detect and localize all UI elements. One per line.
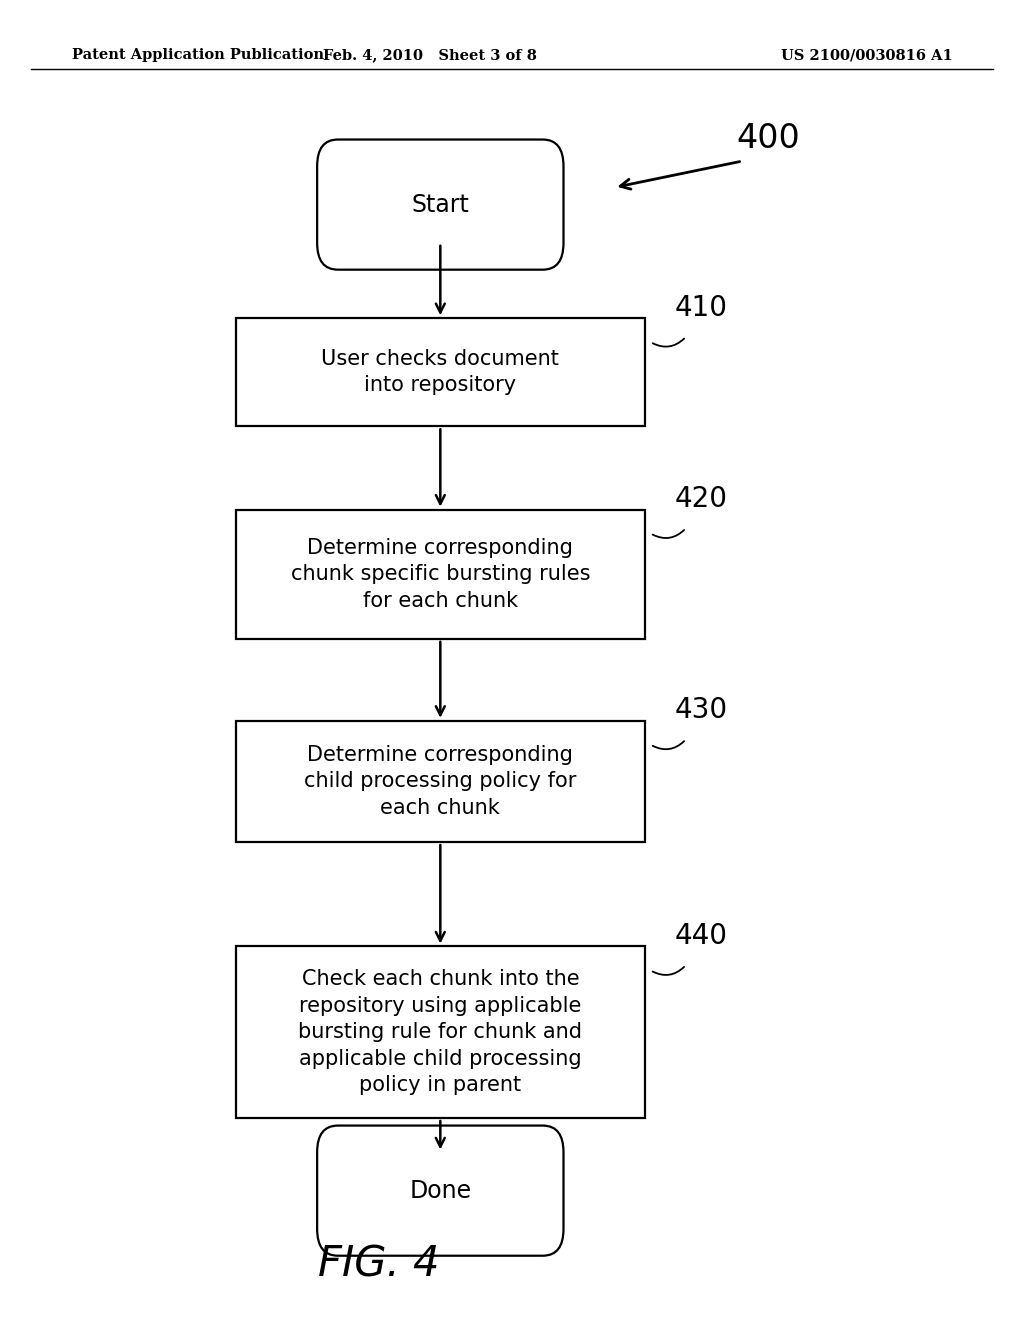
Text: 440: 440 [675, 921, 728, 950]
Text: Done: Done [410, 1179, 471, 1203]
FancyBboxPatch shape [236, 510, 645, 639]
Text: US 2100/0030816 A1: US 2100/0030816 A1 [780, 49, 952, 62]
FancyBboxPatch shape [236, 946, 645, 1118]
Text: Determine corresponding
child processing policy for
each chunk: Determine corresponding child processing… [304, 744, 577, 818]
Text: 400: 400 [736, 121, 800, 154]
Text: User checks document
into repository: User checks document into repository [322, 348, 559, 396]
Text: Feb. 4, 2010   Sheet 3 of 8: Feb. 4, 2010 Sheet 3 of 8 [324, 49, 537, 62]
Text: Patent Application Publication: Patent Application Publication [72, 49, 324, 62]
Text: 410: 410 [675, 293, 728, 322]
Text: Check each chunk into the
repository using applicable
bursting rule for chunk an: Check each chunk into the repository usi… [298, 969, 583, 1096]
FancyBboxPatch shape [236, 318, 645, 426]
Text: Determine corresponding
chunk specific bursting rules
for each chunk: Determine corresponding chunk specific b… [291, 537, 590, 611]
FancyBboxPatch shape [317, 140, 563, 269]
FancyBboxPatch shape [317, 1126, 563, 1255]
Text: 430: 430 [675, 696, 728, 725]
Text: 420: 420 [675, 484, 728, 513]
FancyBboxPatch shape [236, 721, 645, 842]
Text: Start: Start [412, 193, 469, 216]
Text: FIG. 4: FIG. 4 [318, 1243, 439, 1286]
